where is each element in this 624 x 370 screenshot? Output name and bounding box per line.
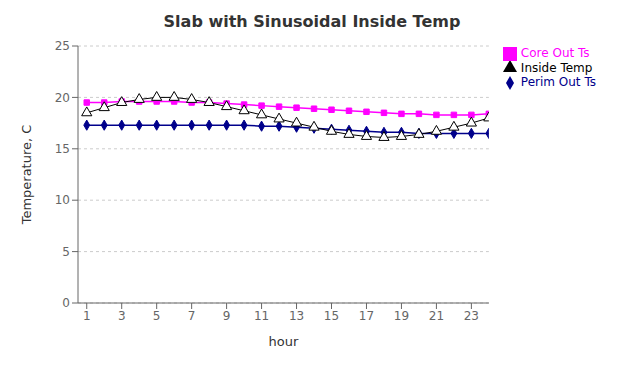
svg-text:9: 9	[223, 309, 231, 323]
svg-text:25: 25	[55, 39, 70, 53]
svg-text:15: 15	[324, 309, 339, 323]
svg-text:23: 23	[464, 309, 479, 323]
html-text:Inside Temp: Inside Temp	[520, 60, 593, 75]
svg-text:11: 11	[254, 309, 269, 323]
svg-text:3: 3	[118, 309, 126, 323]
svg-text:0: 0	[62, 296, 70, 310]
svg-text:15: 15	[55, 142, 70, 156]
svg-text:hour: hour	[269, 334, 299, 349]
svg-text:Temperature, C: Temperature, C	[19, 125, 34, 226]
svg-text:13: 13	[289, 309, 304, 323]
svg-text:7: 7	[188, 309, 196, 323]
svg-text:17: 17	[359, 309, 374, 323]
html-text:Core Out Ts: Core Out Ts	[520, 46, 590, 60]
svg-text:20: 20	[55, 91, 70, 105]
svg-text:19: 19	[394, 309, 409, 323]
html-text:Perim Out Ts: Perim Out Ts	[520, 75, 596, 89]
svg-text:21: 21	[429, 309, 444, 323]
svg-text:5: 5	[153, 309, 161, 323]
html-text:Slab with Sinusoidal Inside Te: Slab with Sinusoidal Inside Temp	[163, 12, 461, 31]
svg-text:10: 10	[55, 193, 70, 207]
svg-text:1: 1	[83, 309, 91, 323]
svg-text:5: 5	[62, 245, 70, 259]
